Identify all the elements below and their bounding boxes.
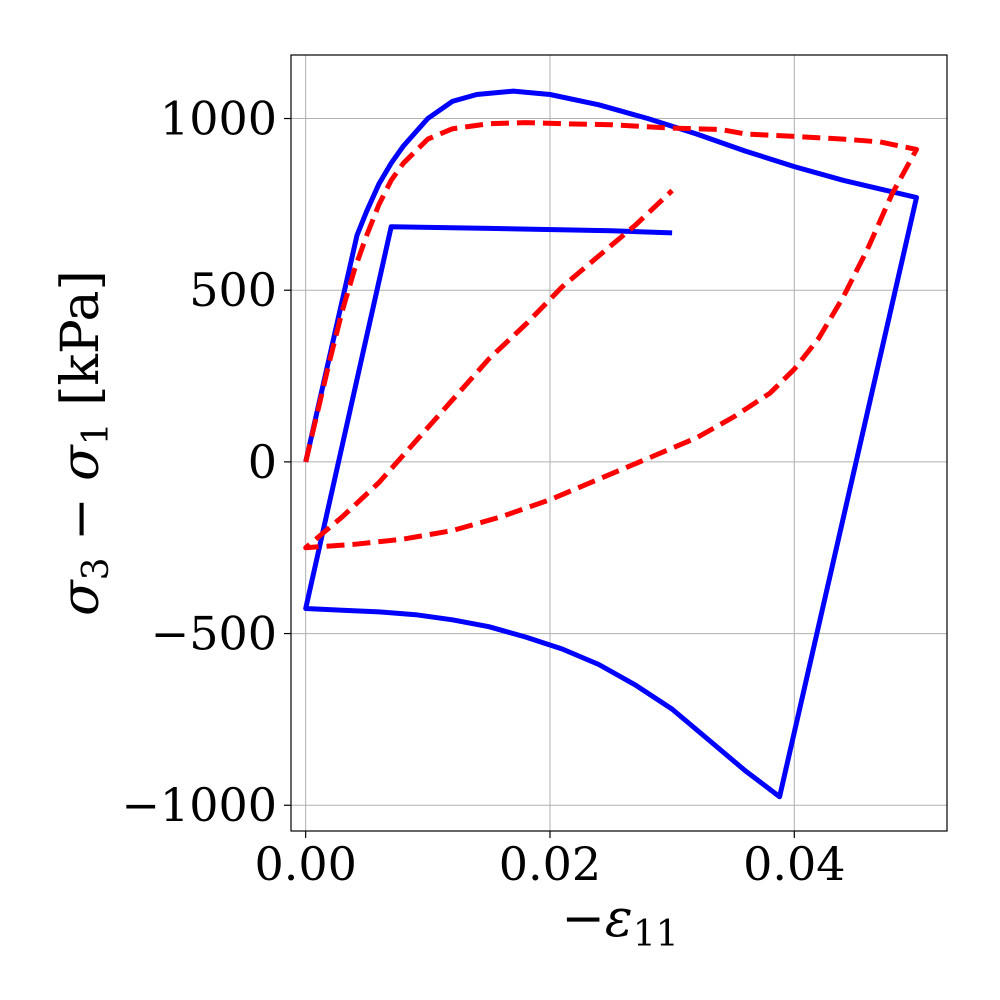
y-axis-label-unit: [kPa] xyxy=(51,270,111,422)
grid xyxy=(291,55,947,831)
y-axis-label-sub-a: 3 xyxy=(76,557,117,580)
y-axis-label-sigma-a: σ xyxy=(51,579,111,616)
series-layer xyxy=(303,88,919,800)
x-tick-label-1: 0.02 xyxy=(499,837,601,891)
x-axis-label-subscript: 11 xyxy=(633,914,679,955)
y-tick-label-0: −1000 xyxy=(121,778,277,832)
y-tick-labels: −1000 −500 0 500 1000 xyxy=(121,92,291,832)
y-tick-label-4: 1000 xyxy=(160,92,277,146)
x-tick-labels: 0.00 0.02 0.04 xyxy=(254,831,846,891)
y-axis-label-sub-b: 1 xyxy=(76,422,117,445)
series-line-0 xyxy=(303,88,919,800)
plot-frame xyxy=(290,54,948,832)
x-axis-label-symbol: ε xyxy=(605,889,633,949)
x-tick-label-2: 0.04 xyxy=(743,837,845,891)
y-axis-label-minus: − xyxy=(51,481,111,558)
y-tick-label-1: −500 xyxy=(151,607,277,661)
x-tick-label-0: 0.00 xyxy=(254,837,356,891)
series-line-1 xyxy=(303,120,919,551)
y-axis-label: σ3 − σ1 [kPa] xyxy=(51,270,117,616)
y-tick-label-2: 0 xyxy=(248,435,277,489)
x-axis-label: −ε11 xyxy=(561,889,678,955)
x-axis-label-sign: − xyxy=(561,889,605,949)
y-axis-label-sigma-b: σ xyxy=(51,444,111,481)
y-tick-label-3: 500 xyxy=(189,263,277,317)
